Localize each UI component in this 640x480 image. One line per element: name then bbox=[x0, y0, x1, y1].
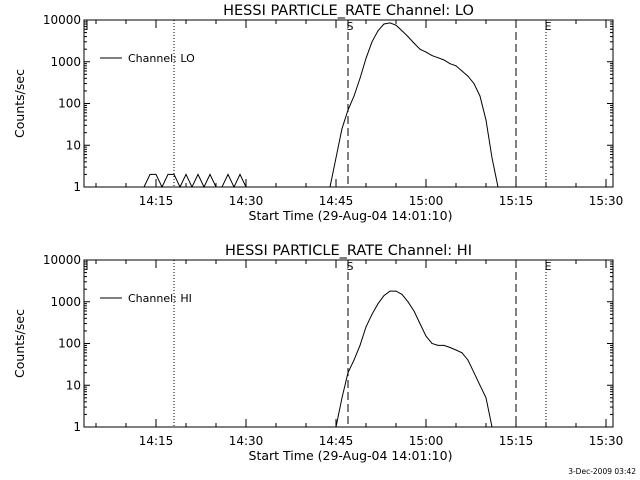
x-tick-label: 14:15 bbox=[139, 434, 174, 448]
data-point bbox=[365, 326, 367, 328]
data-point bbox=[347, 109, 349, 111]
data-point bbox=[347, 372, 349, 374]
data-point bbox=[485, 119, 487, 121]
legend-label: Channel: LO bbox=[128, 52, 195, 65]
marker-label: E bbox=[545, 20, 552, 33]
data-point bbox=[395, 290, 397, 292]
y-axis-label: Counts/sec bbox=[12, 69, 27, 138]
data-point bbox=[353, 95, 355, 97]
y-tick-label: 10 bbox=[66, 378, 81, 392]
data-point bbox=[353, 359, 355, 361]
data-point bbox=[401, 30, 403, 32]
data-point bbox=[491, 426, 493, 428]
data-point bbox=[419, 48, 421, 50]
data-point bbox=[473, 83, 475, 85]
data-point bbox=[377, 30, 379, 32]
footer-timestamp: 3-Dec-2009 03:42 bbox=[568, 467, 636, 476]
data-point bbox=[419, 323, 421, 325]
y-tick-label: 10 bbox=[66, 138, 81, 152]
series-line bbox=[329, 22, 499, 188]
data-point bbox=[473, 372, 475, 374]
x-tick-label: 14:30 bbox=[229, 434, 264, 448]
data-point bbox=[383, 295, 385, 297]
data-point bbox=[467, 359, 469, 361]
data-point bbox=[407, 36, 409, 38]
chart-panel-hi: HESSI PARTICLE_RATE Channel: HI 1 10 100 100… bbox=[12, 243, 624, 463]
chart-title: HESSI PARTICLE_RATE Channel: LO bbox=[223, 3, 474, 19]
data-point bbox=[449, 347, 451, 349]
marker-label: S bbox=[347, 260, 354, 273]
data-point bbox=[413, 42, 415, 44]
x-tick-label: 15:15 bbox=[499, 194, 534, 208]
y-tick-label: 100 bbox=[58, 337, 81, 351]
data-point bbox=[407, 301, 409, 303]
data-point bbox=[491, 157, 493, 159]
y-tick-label: 1 bbox=[73, 420, 81, 434]
data-point bbox=[389, 290, 391, 292]
data-point bbox=[467, 75, 469, 77]
data-point bbox=[425, 335, 427, 337]
data-point bbox=[431, 343, 433, 344]
data-point bbox=[371, 313, 373, 315]
y-tick-label: 1000 bbox=[50, 295, 81, 309]
y-tick-label: 10000 bbox=[43, 13, 81, 27]
data-point bbox=[437, 344, 439, 346]
data-point bbox=[425, 51, 427, 53]
y-tick-label: 1 bbox=[73, 180, 81, 194]
x-axis-label: Start Time (29-Aug-04 14:01:10) bbox=[249, 208, 453, 223]
data-point bbox=[461, 352, 463, 354]
x-tick-label: 15:30 bbox=[589, 194, 624, 208]
x-tick-label: 15:15 bbox=[499, 434, 534, 448]
legend-label: Channel: HI bbox=[128, 292, 192, 305]
y-tick-label: 10000 bbox=[43, 253, 81, 267]
x-tick-label: 14:15 bbox=[139, 194, 174, 208]
y-axis-label: Counts/sec bbox=[12, 309, 27, 378]
data-point bbox=[455, 349, 457, 351]
data-point bbox=[341, 128, 343, 130]
data-point bbox=[389, 22, 391, 24]
x-tick-label: 15:30 bbox=[589, 434, 624, 448]
y-tick-label: 100 bbox=[58, 97, 81, 111]
data-point bbox=[443, 344, 445, 346]
chart-title: HESSI PARTICLE_RATE Channel: HI bbox=[225, 243, 472, 259]
data-point bbox=[413, 310, 415, 312]
data-point bbox=[431, 55, 433, 57]
data-point bbox=[401, 293, 403, 295]
data-point bbox=[335, 157, 337, 159]
data-point bbox=[371, 41, 373, 43]
x-tick-label: 15:00 bbox=[409, 434, 444, 448]
data-point bbox=[479, 384, 481, 386]
x-tick-label: 14:45 bbox=[319, 194, 354, 208]
data-point bbox=[383, 23, 385, 25]
data-point bbox=[377, 303, 379, 305]
series-line-noise bbox=[143, 173, 247, 189]
chart-panel-lo: HESSI PARTICLE_RATE Channel: LO 1 10 100 100… bbox=[12, 3, 624, 223]
x-tick-label: 15:00 bbox=[409, 194, 444, 208]
data-point bbox=[485, 397, 487, 399]
marker-label: S bbox=[347, 20, 354, 33]
data-point bbox=[449, 63, 451, 65]
x-axis-label: Start Time (29-Aug-04 14:01:10) bbox=[249, 448, 453, 463]
data-point bbox=[455, 65, 457, 67]
data-point bbox=[359, 77, 361, 79]
data-point bbox=[437, 57, 439, 59]
data-point bbox=[365, 57, 367, 59]
data-point bbox=[443, 59, 445, 61]
marker-label: E bbox=[545, 260, 552, 273]
data-point bbox=[479, 95, 481, 97]
data-point bbox=[329, 186, 331, 188]
data-point bbox=[395, 24, 397, 26]
data-point bbox=[497, 186, 499, 188]
y-tick-label: 1000 bbox=[50, 55, 81, 69]
data-point bbox=[341, 397, 343, 399]
x-tick-label: 14:30 bbox=[229, 194, 264, 208]
data-point bbox=[359, 344, 361, 346]
data-point bbox=[335, 426, 337, 428]
data-point bbox=[461, 70, 463, 72]
x-tick-label: 14:45 bbox=[319, 434, 354, 448]
